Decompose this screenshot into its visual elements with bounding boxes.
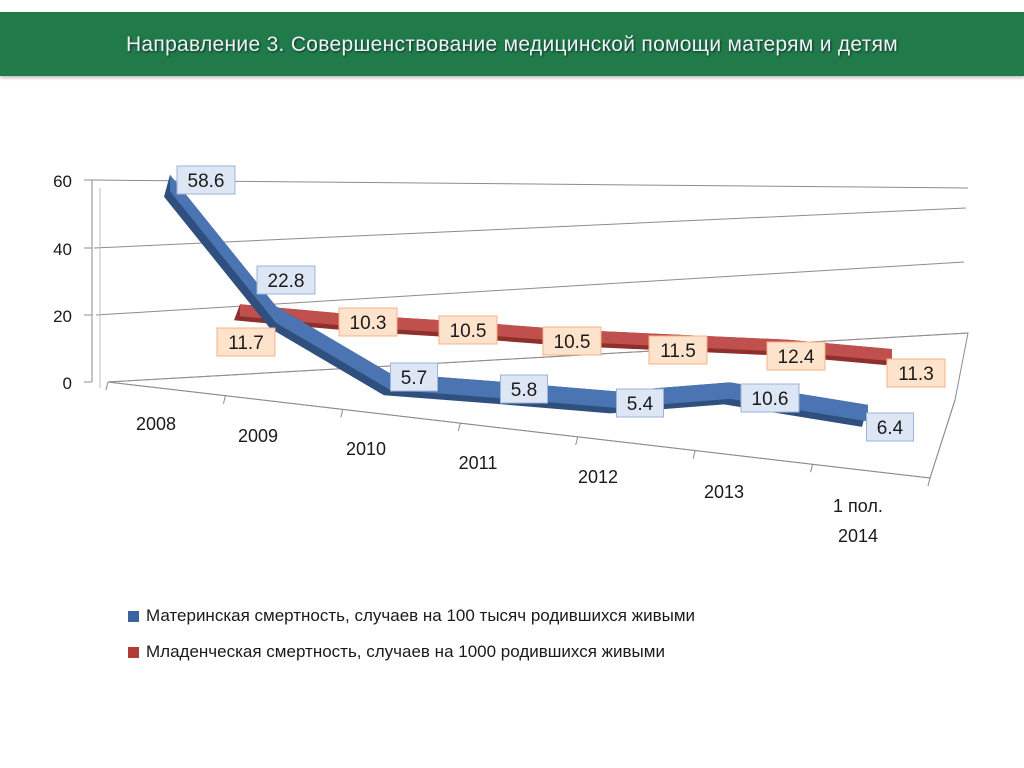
x-tick — [575, 436, 579, 445]
y-tick-label: 0 — [63, 374, 72, 393]
data-label-infant-box — [542, 326, 602, 356]
data-label-maternal-box — [390, 362, 438, 392]
plot-area: 0 20 40 60 2008 2009 2010 2011 2012 2013 1 пол. 201… — [53, 165, 969, 546]
x-tick — [692, 450, 696, 459]
x-tick — [222, 395, 226, 404]
data-label-maternal: 5.4 — [616, 388, 664, 418]
y-tick-label: 60 — [53, 172, 72, 191]
legend-item-infant: Младенческая смертность, случаев на 1000… — [128, 634, 695, 670]
legend-item-maternal: Материнская смертность, случаев на 100 т… — [128, 598, 695, 634]
x-tick — [105, 381, 109, 391]
x-tick — [340, 409, 344, 418]
data-label-infant-text: 11.7 — [228, 333, 264, 354]
x-tick-label: 2008 — [136, 414, 176, 434]
data-label-maternal: 6.4 — [866, 412, 914, 442]
data-label-infant-box — [338, 307, 398, 337]
x-tick-label: 2012 — [578, 467, 618, 487]
data-label-infant: 11.5 — [648, 335, 708, 365]
data-label-maternal: 22.8 — [256, 265, 316, 295]
legend-swatch-infant — [128, 646, 139, 658]
data-label-infant-text: 11.3 — [898, 364, 934, 385]
chart-legend: Материнская смертность, случаев на 100 т… — [128, 598, 695, 670]
data-label-maternal-text: 22.8 — [268, 271, 305, 292]
data-label-maternal-text: 10.6 — [752, 389, 789, 410]
data-label-maternal: 58.6 — [176, 165, 236, 195]
data-label-maternal-text: 5.8 — [511, 380, 537, 401]
data-label-infant: 11.3 — [886, 358, 946, 388]
data-label-maternal-box — [176, 165, 236, 195]
x-tick-label: 2013 — [704, 482, 744, 502]
data-label-infant-box — [438, 315, 498, 345]
data-label-infant-text: 10.5 — [554, 332, 591, 353]
data-label-infant-box — [648, 335, 708, 365]
data-label-maternal-box — [256, 265, 316, 295]
series-maternal-ribbon-face — [170, 174, 868, 422]
x-tick-label: 2011 — [459, 453, 498, 473]
data-label-infant-box — [766, 341, 826, 371]
data-label-maternal: 10.6 — [740, 383, 800, 413]
y-tick-label: 20 — [53, 307, 72, 326]
legend-swatch-maternal — [128, 610, 139, 622]
y-tick-label: 40 — [53, 240, 72, 259]
data-label-maternal: 5.7 — [390, 362, 438, 392]
x-tick — [927, 477, 931, 487]
x-tick-label: 1 пол. 2014 — [833, 496, 883, 546]
gridline-60 — [91, 179, 969, 189]
data-label-maternal-box — [740, 383, 800, 413]
x-tick-label: 2009 — [238, 426, 278, 446]
data-label-maternal-text: 58.6 — [188, 171, 225, 192]
data-label-infant-text: 11.5 — [660, 341, 696, 362]
slide-title: Направление 3. Совершенствование медицин… — [125, 33, 899, 56]
x-tick — [810, 464, 814, 473]
data-label-maternal-box — [616, 388, 664, 418]
legend-label-infant: Младенческая смертность, случаев на 1000… — [146, 642, 665, 661]
data-label-infant-text: 10.3 — [350, 313, 387, 334]
header-band — [0, 12, 1024, 76]
data-label-infant-text: 10.5 — [450, 321, 487, 342]
x-tick-label: 2010 — [346, 439, 386, 459]
data-label-maternal-box — [866, 412, 914, 442]
data-label-infant-text: 12.4 — [778, 347, 815, 368]
data-label-infant-box — [216, 327, 276, 357]
x-axis-line — [107, 381, 931, 479]
data-label-infant: 12.4 — [766, 341, 826, 371]
data-label-infant-box — [886, 358, 946, 388]
floor-right-edge — [929, 399, 956, 479]
data-label-maternal-text: 6.4 — [877, 418, 904, 439]
data-label-infant: 11.7 — [216, 327, 276, 357]
gridline-40 — [93, 207, 967, 249]
series-maternal-ribbon-shadow — [164, 174, 868, 427]
data-label-infant: 10.5 — [438, 315, 498, 345]
data-label-infant: 10.5 — [542, 326, 602, 356]
data-label-maternal-text: 5.7 — [401, 368, 427, 389]
data-label-maternal: 5.8 — [500, 374, 548, 404]
x-tick — [457, 423, 461, 432]
data-label-maternal-text: 5.4 — [627, 394, 654, 415]
legend-label-maternal: Материнская смертность, случаев на 100 т… — [146, 606, 695, 625]
data-label-maternal-box — [500, 374, 548, 404]
series-maternal-ribbon — [164, 174, 868, 427]
data-label-infant: 10.3 — [338, 307, 398, 337]
